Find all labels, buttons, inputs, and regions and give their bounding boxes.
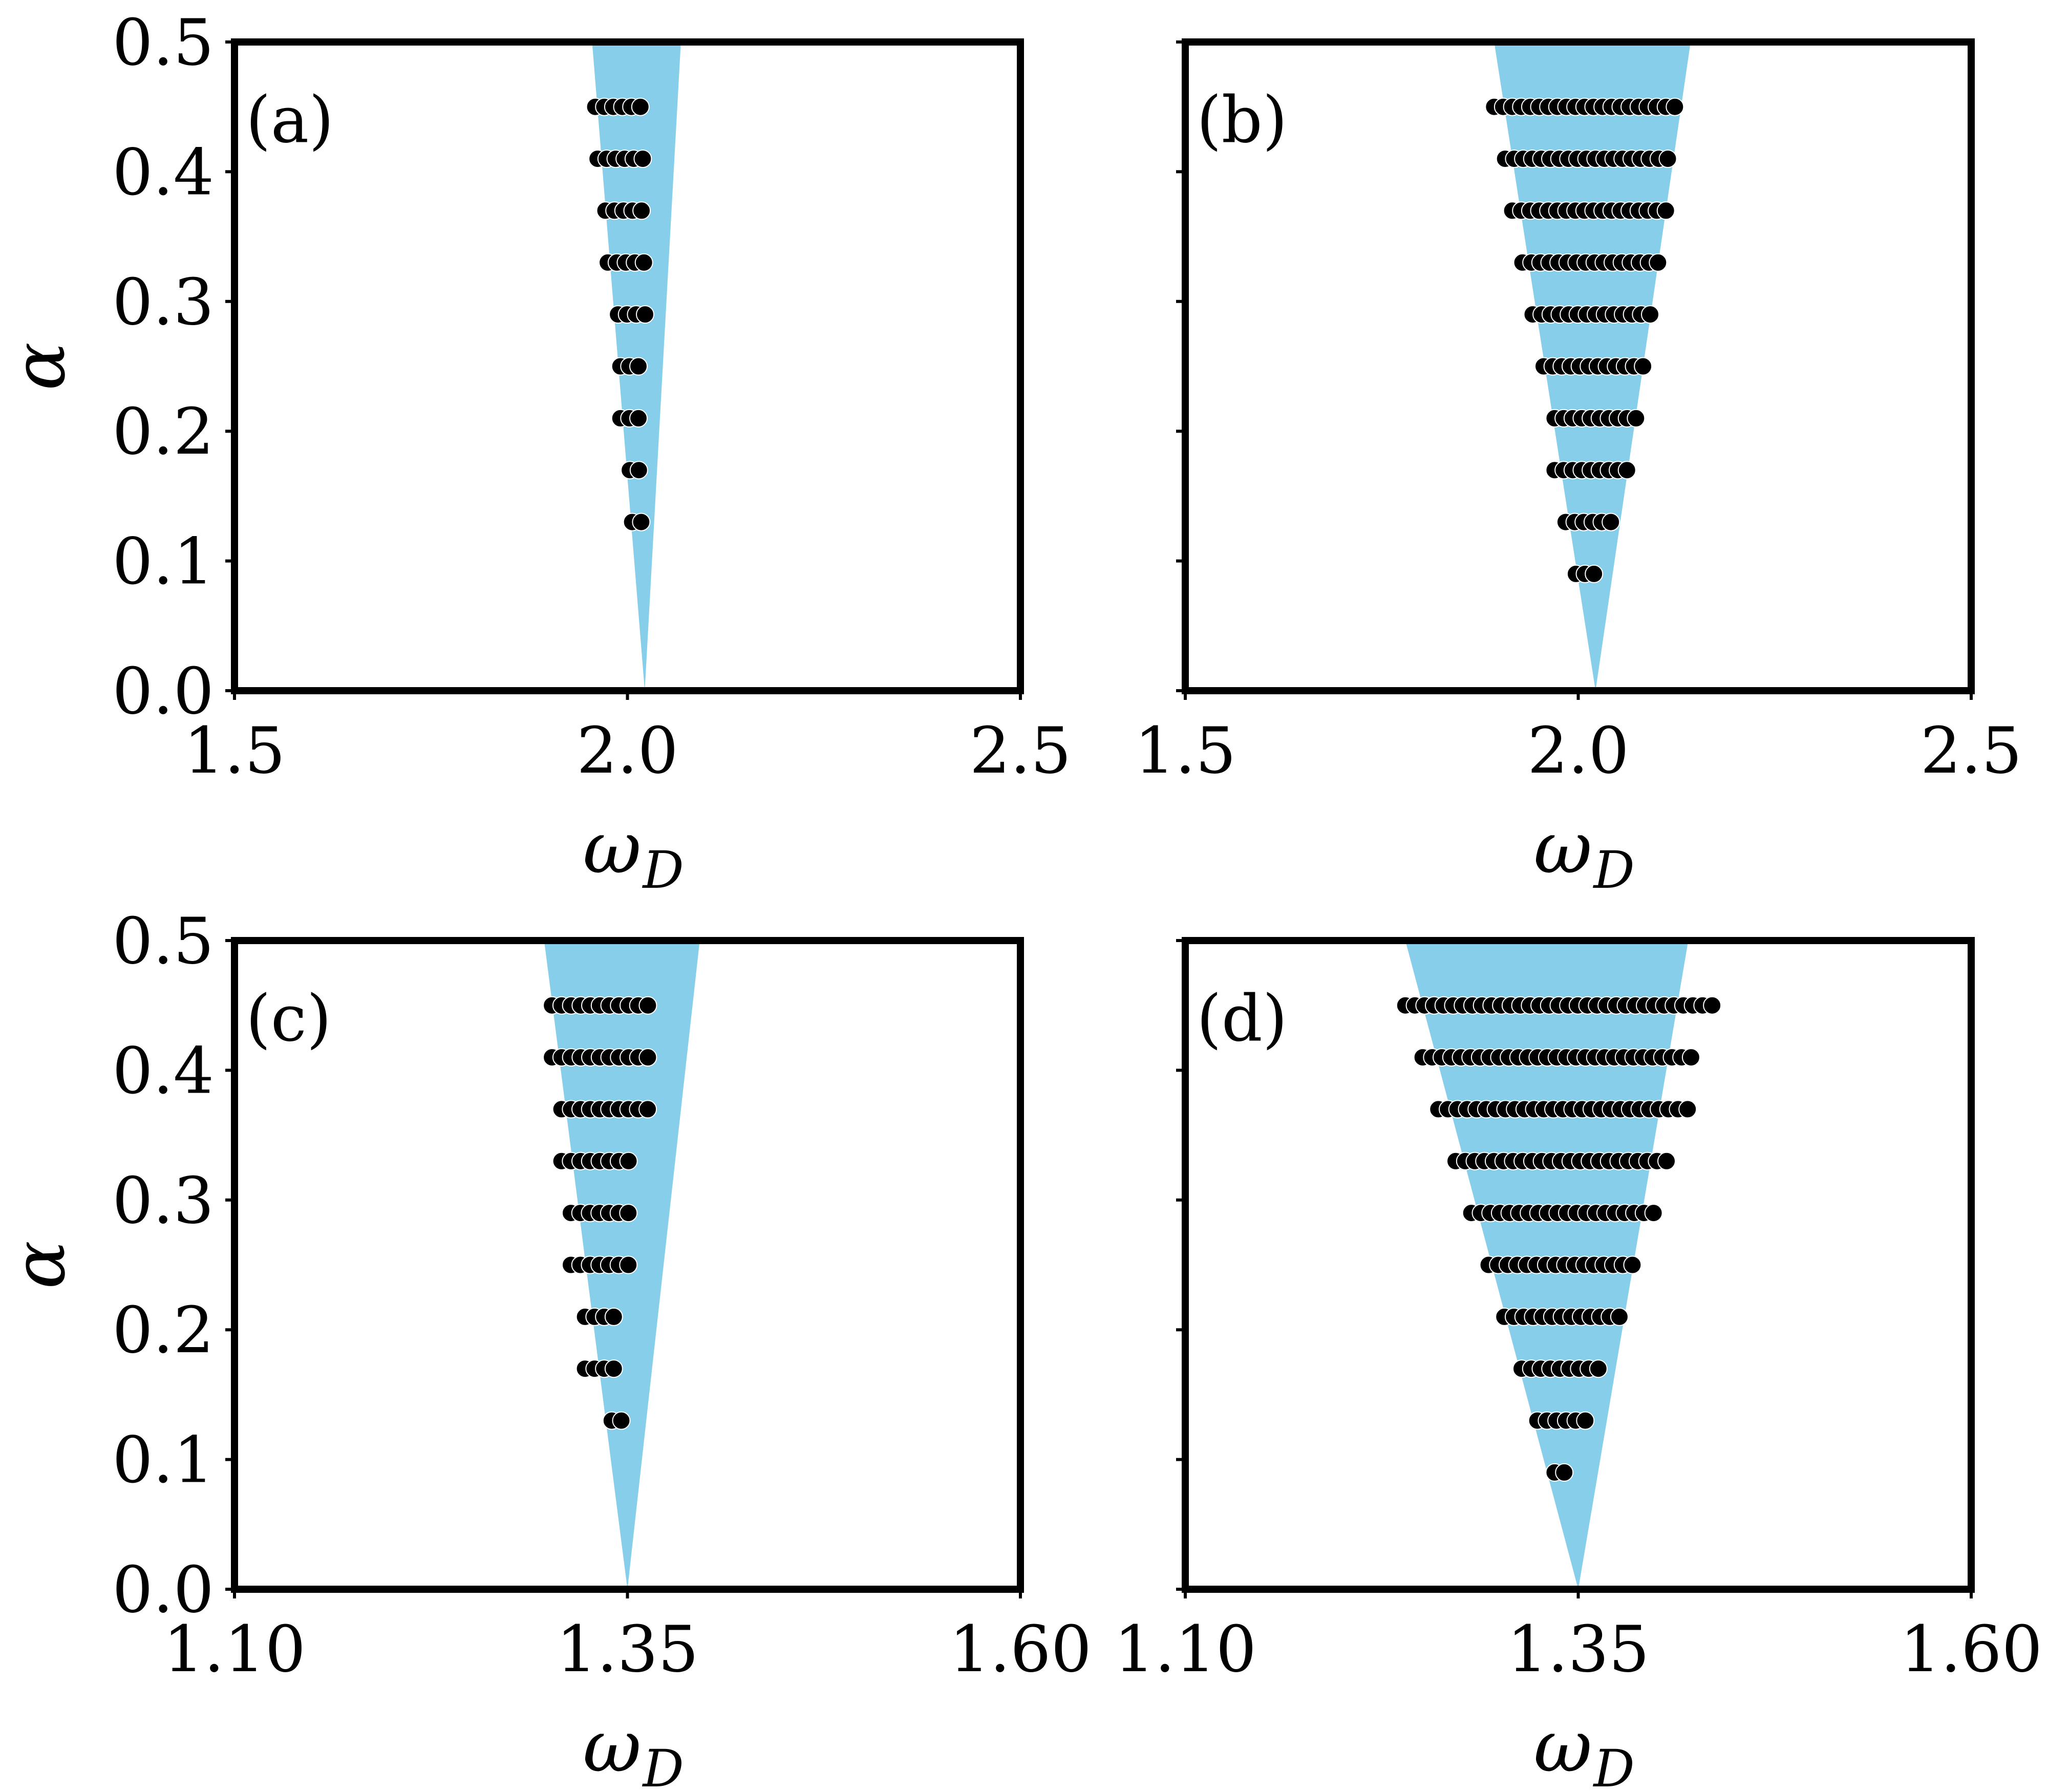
data-point [1617,461,1636,480]
panel-label: (a) [246,83,334,157]
data-point [1657,1151,1676,1170]
x-tick-label: 1.10 [163,1612,306,1687]
plot-area [543,941,700,1589]
data-point [1703,996,1722,1015]
panel-label: (c) [246,982,332,1056]
data-point [1602,513,1620,531]
data-point [636,305,654,324]
panel-d: 1.10 1.35 1.60 ω D (d) [1114,937,2042,1792]
panel-label: (b) [1197,83,1288,157]
x-tick-label: 2.5 [1921,714,2022,788]
y-tick-label: 0.1 [112,1423,214,1498]
data-point [1681,1048,1700,1067]
data-point [1555,1463,1574,1482]
plot-area [1485,42,1691,691]
y-tick-label: 0.1 [112,525,214,599]
x-tick-label: 2.5 [970,714,1072,788]
x-tick-label: 1.10 [1114,1612,1256,1687]
panel-label: (d) [1197,982,1288,1056]
data-point [632,201,651,220]
data-point [1641,305,1659,324]
data-point [629,409,648,428]
y-tick-label: 0.3 [112,265,214,339]
x-tick-label: 1.60 [1900,1612,2042,1687]
x-tick-label: 2.0 [1527,714,1629,788]
x-axis-label: ω [583,1705,641,1788]
y-tick-label: 0.4 [112,135,214,209]
y-tick-label: 0.4 [112,1034,214,1108]
data-point [1649,253,1668,272]
y-tick-label: 0.2 [112,1293,214,1368]
data-point [1627,409,1646,428]
data-point [638,996,657,1015]
y-tick-label: 0.0 [112,654,214,729]
x-axis-label-subscript: D [1593,1739,1635,1792]
y-axis-label: α [0,342,81,391]
x-tick-label: 1.35 [556,1612,698,1687]
x-axis-label-subscript: D [642,1739,684,1792]
data-point [632,513,651,531]
x-tick-label: 1.5 [184,714,286,788]
x-axis-label: ω [1533,1705,1592,1788]
data-point [1656,201,1675,220]
y-tick-label: 0.2 [112,395,214,469]
x-tick-label: 1.5 [1135,714,1236,788]
y-tick-label: 0.5 [112,904,214,978]
data-point [619,1204,638,1223]
y-tick-label: 0.3 [112,1164,214,1238]
data-point [1576,1411,1595,1430]
data-point [1644,1204,1663,1223]
data-point [619,1255,638,1274]
y-tick-label: 0.0 [112,1553,214,1627]
data-point [604,1359,623,1378]
x-axis-label: ω [1533,806,1592,890]
x-tick-label: 2.0 [577,714,678,788]
data-point [619,1151,638,1170]
plot-area [1396,941,1722,1589]
panel-c: 1.10 1.35 1.60 0.0 0.1 0.2 0.3 0.4 0.5 ω Dα (c) [0,904,1092,1792]
panel-a: 1.5 2.0 2.5 0.0 0.1 0.2 0.3 0.4 0.5 ω Dα (a) [0,6,1071,900]
plot-area [586,42,681,691]
panel-b: 1.5 2.0 2.5 ω D (b) [1135,38,2022,900]
data-point [634,253,653,272]
data-point [1589,1359,1608,1378]
data-point [1623,1255,1642,1274]
x-tick-label: 1.60 [949,1612,1092,1687]
data-point [629,461,648,480]
x-axis-label-subscript: D [642,840,684,900]
data-point [638,1100,657,1119]
data-point [1634,357,1653,376]
data-point [1666,97,1684,116]
data-point [633,150,652,168]
x-tick-label: 1.35 [1507,1612,1649,1687]
data-point [604,1307,623,1326]
data-point [1585,564,1604,583]
data-point [1678,1100,1697,1119]
y-tick-label: 0.5 [112,6,214,80]
data-point [629,357,648,376]
y-axis-label: α [0,1241,81,1289]
x-axis-label-subscript: D [1593,840,1635,900]
data-point [1610,1307,1629,1326]
data-point [631,97,650,116]
data-point [1658,150,1677,168]
data-point [638,1048,657,1067]
x-axis-label: ω [583,806,641,890]
data-point [612,1411,631,1430]
